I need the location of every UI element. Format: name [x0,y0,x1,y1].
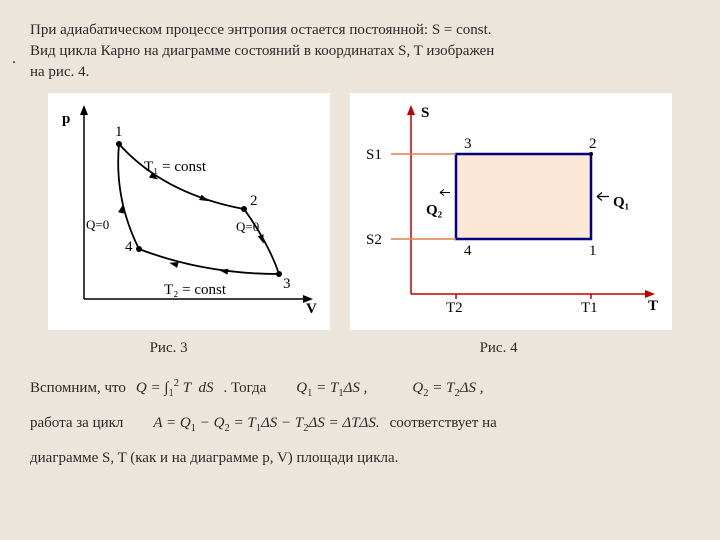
svg-text:T₁ = const: T₁ = const [144,159,207,175]
svg-text:4: 4 [464,243,472,259]
text-line-2: работа за цикл A = Q1 − Q2 = T1ΔS − T2ΔS… [30,410,690,439]
diagram-area-text: диаграмме S, T (как и на диаграмме p, V)… [30,445,398,472]
text-line-1: Вспомним, что Q = ∫12 T dS . Тогда Q1 = … [30,375,690,404]
figure-3: p V 1 2 3 4 T₁ = const T₂ = const Q=0 Q=0 [48,93,330,330]
text-line-3: диаграмме S, T (как и на диаграмме p, V)… [30,445,690,472]
svg-text:S1: S1 [366,147,382,163]
figure-4: S T S1 S2 T2 T1 3 2 4 1 Q₂ Q₁ [350,93,672,330]
intro-line1: При адиабатическом процессе энтропия ост… [30,22,492,38]
captions-row: Рис. 3 Рис. 4 [30,340,690,357]
work-text: работа за цикл [30,410,123,437]
caption-fig4: Рис. 4 [307,340,690,357]
svg-text:Q=0: Q=0 [86,217,109,232]
svg-text:4: 4 [125,239,133,255]
svg-text:3: 3 [283,276,291,292]
formula-q1: Q1 = T1ΔS , [296,375,367,404]
caption-fig3: Рис. 3 [30,340,307,357]
svg-text:1: 1 [589,243,597,259]
svg-text:1: 1 [115,124,123,140]
bullet-dot: . [12,48,16,70]
svg-text:p: p [62,111,70,127]
svg-text:Q₂: Q₂ [426,203,443,219]
svg-text:2: 2 [589,136,597,152]
svg-text:S2: S2 [366,232,382,248]
intro-line3: на рис. 4. [30,64,89,80]
recall-text: Вспомним, что [30,375,126,402]
formula-work: A = Q1 − Q2 = T1ΔS − T2ΔS = ΔTΔS. [153,410,379,439]
svg-text:T1: T1 [581,300,598,316]
svg-text:S: S [421,105,429,121]
svg-text:T2: T2 [446,300,463,316]
svg-text:Q₁: Q₁ [613,195,629,211]
corresponds-text: соответствует на [390,410,497,437]
svg-text:V: V [306,301,317,317]
svg-text:T: T [648,298,658,314]
svg-text:T₂ = const: T₂ = const [164,282,227,298]
svg-text:3: 3 [464,136,472,152]
svg-text:2: 2 [250,193,258,209]
intro-text: . При адиабатическом процессе энтропия о… [30,20,690,83]
figures-row: p V 1 2 3 4 T₁ = const T₂ = const Q=0 Q=0 S T S1 S2 T… [30,93,690,330]
formula-q2: Q2 = T2ΔS , [412,375,483,404]
then-text: . Тогда [224,375,267,402]
svg-text:Q=0: Q=0 [236,219,259,234]
intro-line2: Вид цикла Карно на диаграмме состояний в… [30,43,494,59]
formula-integral: Q = ∫12 T dS [136,375,214,404]
